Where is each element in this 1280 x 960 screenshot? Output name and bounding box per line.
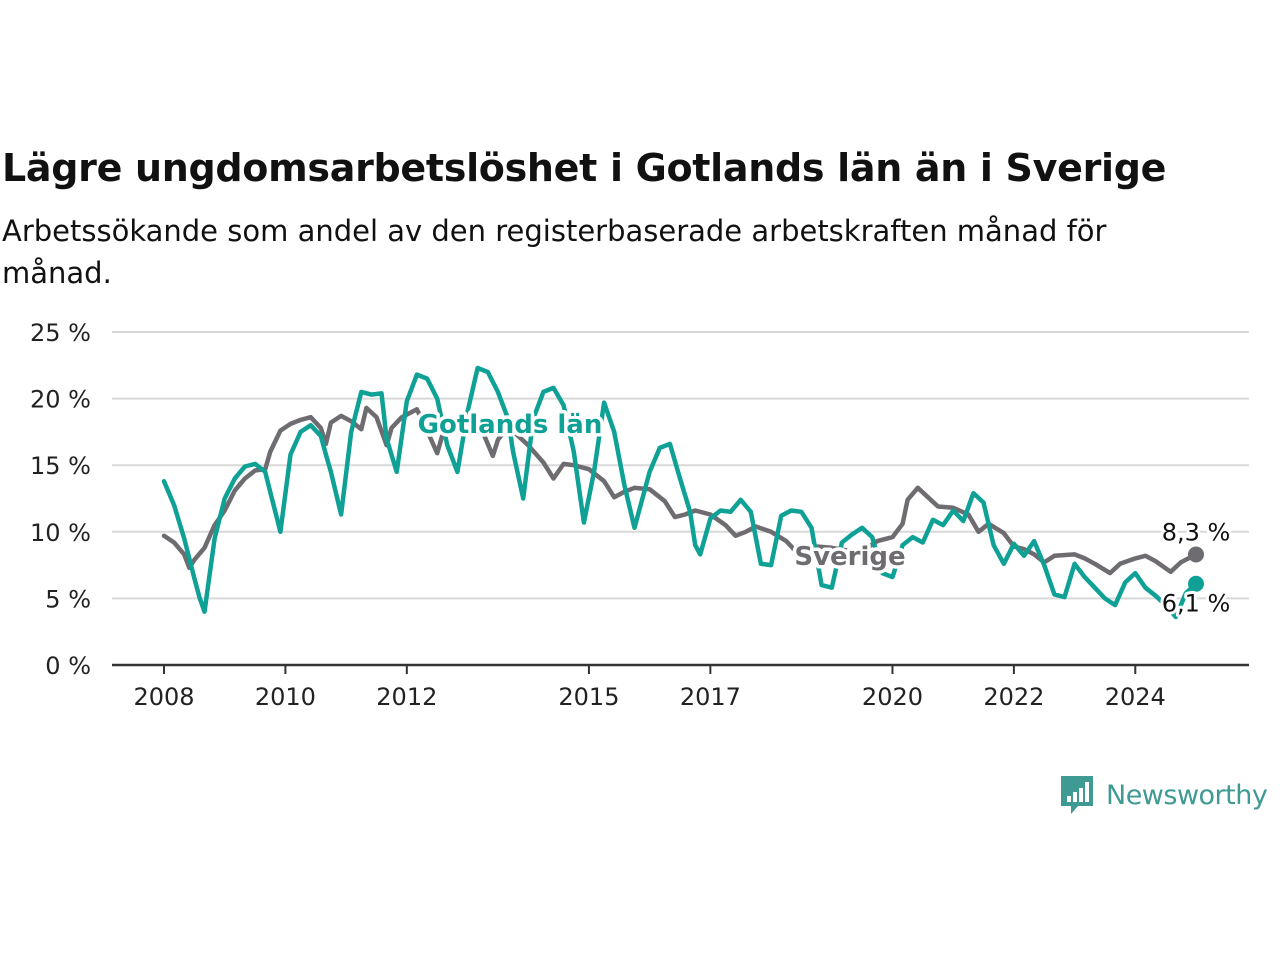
end-value-halo: 6,1 %	[1162, 590, 1231, 618]
newsworthy-logo-text: Newsworthy	[1106, 779, 1268, 811]
end-value-halo: 8,3 %	[1162, 518, 1231, 546]
y-axis-tick-labels: 0 % 5 % 10 % 15 % 20 % 25 %	[30, 319, 91, 680]
x-tick-label: 2010	[255, 683, 316, 711]
end-point-marker	[1188, 575, 1204, 592]
series-label-gotlands-lan-halo: Gotlands län	[418, 410, 603, 440]
series-line-gotlands-lan	[161, 365, 1199, 620]
end-point-marker	[1188, 546, 1204, 563]
x-tick-label: 2015	[558, 683, 619, 711]
x-tick-label: 2022	[983, 683, 1044, 711]
series-label-sverige: Sverige	[794, 542, 905, 572]
x-axis: 2008 2010 2012 2015 2017 2020 2022 2024	[112, 663, 1249, 711]
y-tick-label: 15 %	[30, 452, 91, 480]
series-label-gotlands-lan: Gotlands län	[418, 410, 603, 440]
y-tick-label: 0 %	[45, 652, 91, 680]
x-tick-label: 2024	[1105, 683, 1166, 711]
chart-title: Lägre ungdomsarbetslöshet i Gotlands län…	[2, 146, 1167, 190]
end-value-label: 6,1 %	[1162, 590, 1231, 618]
y-tick-label: 20 %	[30, 386, 91, 414]
x-tick-label: 2012	[376, 683, 437, 711]
series-line-sverige	[161, 405, 1199, 576]
y-tick-label: 5 %	[45, 585, 91, 613]
newsworthy-logo-icon	[1061, 776, 1093, 814]
x-tick-label: 2008	[133, 683, 194, 711]
end-value-label: 8,3 %	[1162, 518, 1231, 546]
y-tick-label: 10 %	[30, 519, 91, 547]
x-tick-label: 2017	[680, 683, 741, 711]
x-tick-label: 2020	[862, 683, 923, 711]
grid-lines	[112, 331, 1249, 600]
chart-subtitle: Arbetssökande som andel av den registerb…	[2, 214, 1107, 290]
newsworthy-logo: Newsworthy	[1058, 772, 1268, 818]
y-tick-label: 25 %	[30, 319, 91, 347]
series-label-sverige-halo: Sverige	[794, 542, 905, 572]
series-lines	[161, 365, 1199, 620]
